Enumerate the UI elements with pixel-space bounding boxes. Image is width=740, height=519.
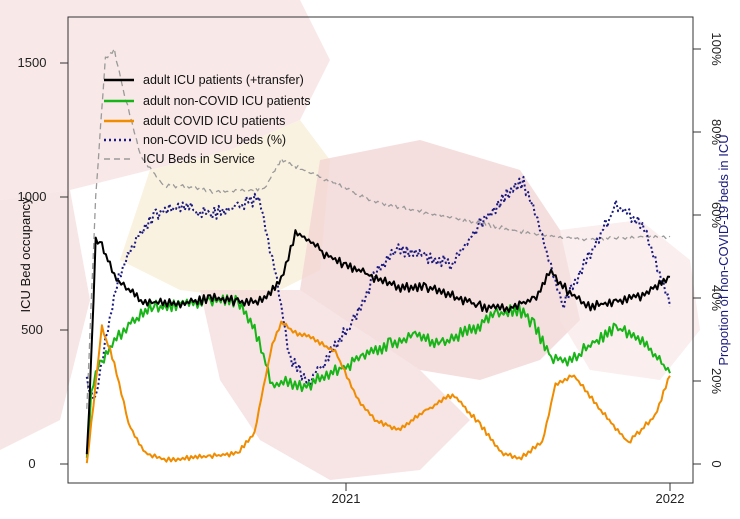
- right-y-axis: 0 20% 40% 60% 80% 100% Propotion: [693, 32, 731, 468]
- legend-label-non-covid: adult non-COVID ICU patients: [143, 94, 310, 108]
- left-tick-label-0: 0: [28, 456, 35, 471]
- right-tick-1: 20%: [693, 368, 724, 394]
- series-line-adult_icu: [85, 229, 671, 455]
- x-tick-1: 2022: [656, 483, 685, 506]
- series-line-non_covid_pct: [85, 175, 671, 401]
- right-tick-3: 60%: [693, 202, 724, 228]
- right-tick-label-5: 100%: [709, 32, 724, 66]
- right-tick-2: 40%: [693, 285, 724, 311]
- right-tick-label-2: 40%: [709, 285, 724, 311]
- x-tick-label-1: 2022: [656, 491, 685, 506]
- left-tick-3: 1500: [18, 55, 68, 70]
- legend-item-non-covid: adult non-COVID ICU patients: [104, 94, 310, 108]
- right-tick-label-3: 60%: [709, 202, 724, 228]
- series-line-covid: [85, 320, 671, 464]
- legend-item-non-covid-pct: non-COVID ICU beds (%): [104, 133, 286, 147]
- left-tick-1: 500: [21, 322, 68, 337]
- right-tick-5: 100%: [693, 32, 724, 66]
- series-line-beds: [86, 47, 671, 409]
- legend-label-covid: adult COVID ICU patients: [143, 114, 285, 128]
- left-tick-0: 0: [28, 456, 68, 471]
- legend-label-adult-icu: adult ICU patients (+transfer): [143, 73, 304, 87]
- right-tick-label-0: 0: [709, 460, 724, 467]
- right-tick-0: 0: [693, 460, 724, 468]
- left-y-axis: 0 500 1000 1500 ICU Bed occupancy: [18, 55, 68, 471]
- right-tick-label-4: 80%: [709, 119, 724, 145]
- left-tick-label-1: 500: [21, 322, 43, 337]
- x-tick-0: 2021: [332, 483, 361, 506]
- legend-item-beds: ICU Beds in Service: [104, 152, 255, 166]
- x-tick-label-0: 2021: [332, 491, 361, 506]
- legend: adult ICU patients (+transfer) adult non…: [104, 73, 310, 166]
- right-tick-label-1: 20%: [709, 368, 724, 394]
- x-axis: 2021 2022: [332, 483, 685, 506]
- left-tick-2: 1000: [18, 189, 68, 204]
- left-tick-label-3: 1500: [18, 55, 47, 70]
- legend-label-beds: ICU Beds in Service: [143, 152, 255, 166]
- legend-label-non-covid-pct: non-COVID ICU beds (%): [143, 133, 286, 147]
- right-tick-4: 80%: [693, 119, 724, 145]
- plot-frame: [67, 16, 694, 484]
- right-axis-title: Propotion of non-COVID-19 beds in ICU: [716, 134, 731, 365]
- series-layer: [85, 47, 671, 464]
- legend-item-adult-icu: adult ICU patients (+transfer): [104, 73, 304, 87]
- legend-item-covid: adult COVID ICU patients: [104, 114, 285, 128]
- left-axis-title: ICU Bed occupancy: [18, 197, 33, 312]
- left-tick-label-2: 1000: [18, 189, 47, 204]
